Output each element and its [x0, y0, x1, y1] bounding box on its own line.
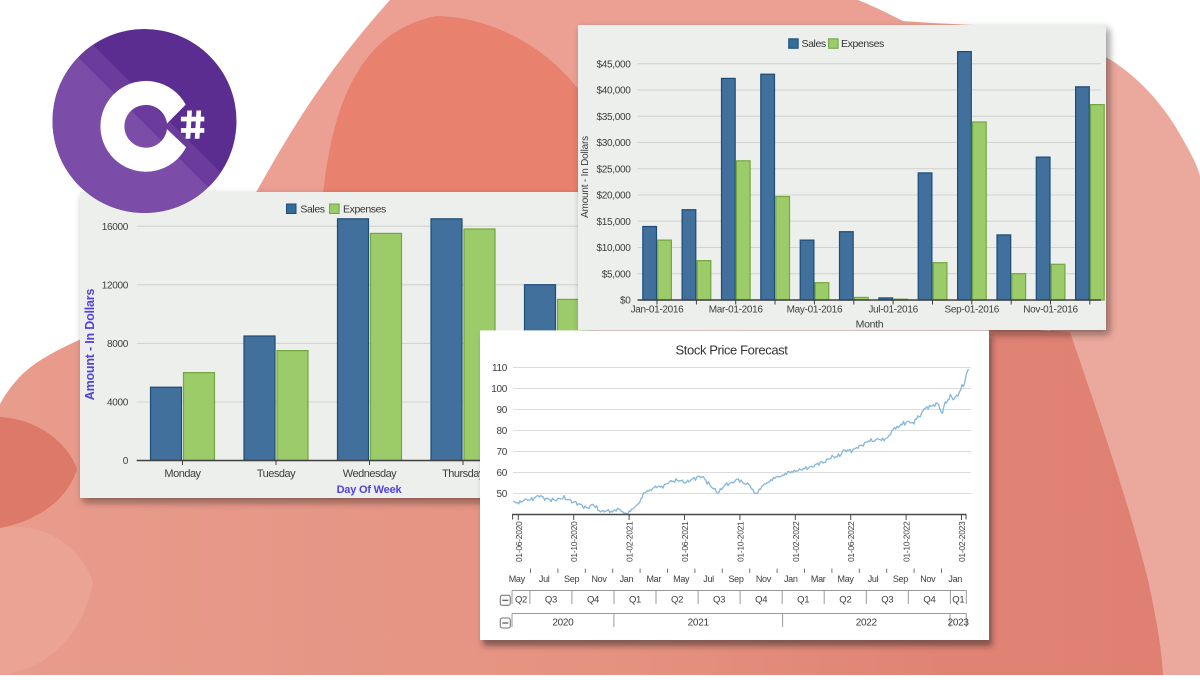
svg-text:Sep-01-2016: Sep-01-2016 [945, 305, 1000, 316]
svg-text:2020: 2020 [552, 618, 574, 629]
svg-text:Month: Month [856, 319, 884, 331]
svg-text:Jul: Jul [539, 574, 550, 584]
svg-text:Sep: Sep [564, 574, 579, 584]
svg-text:01-10-2020: 01-10-2020 [569, 521, 579, 562]
svg-text:May: May [509, 574, 526, 584]
svg-text:$0: $0 [620, 296, 631, 307]
svg-text:Jul: Jul [868, 574, 879, 584]
svg-text:70: 70 [496, 447, 507, 458]
svg-text:$15,000: $15,000 [596, 217, 631, 228]
svg-text:Tuesday: Tuesday [257, 468, 296, 480]
svg-text:Jan-01-2016: Jan-01-2016 [631, 305, 685, 316]
svg-text:Expenses: Expenses [343, 203, 386, 215]
svg-text:01-02-2023: 01-02-2023 [957, 521, 967, 562]
svg-text:May: May [673, 574, 690, 584]
svg-text:Q1: Q1 [797, 595, 809, 606]
svg-text:2021: 2021 [688, 618, 710, 629]
svg-text:Sep: Sep [728, 574, 743, 584]
svg-text:Nov-01-2016: Nov-01-2016 [1023, 305, 1078, 316]
svg-text:Jul: Jul [703, 574, 714, 584]
svg-text:Jul-01-2016: Jul-01-2016 [868, 305, 918, 316]
svg-text:0: 0 [123, 456, 129, 467]
svg-text:Q3: Q3 [713, 595, 725, 606]
svg-text:16000: 16000 [102, 222, 129, 233]
svg-text:Amount - In Dollars: Amount - In Dollars [83, 289, 97, 401]
svg-text:$20,000: $20,000 [596, 191, 631, 202]
svg-text:Day Of Week: Day Of Week [337, 484, 403, 496]
svg-text:Expenses: Expenses [841, 38, 884, 50]
svg-text:Mar: Mar [811, 574, 826, 584]
svg-text:90: 90 [496, 405, 507, 416]
svg-text:Amount - In Dollars: Amount - In Dollars [580, 136, 591, 218]
svg-text:01-06-2021: 01-06-2021 [680, 521, 690, 562]
svg-text:May-01-2016: May-01-2016 [787, 305, 843, 316]
svg-text:Nov: Nov [920, 574, 936, 584]
svg-text:May: May [838, 574, 855, 584]
svg-text:4000: 4000 [107, 398, 129, 409]
svg-text:Jan: Jan [620, 574, 634, 584]
svg-text:Sales: Sales [300, 203, 324, 215]
svg-text:Nov: Nov [756, 574, 772, 584]
svg-text:$30,000: $30,000 [596, 138, 631, 149]
svg-text:Mar-01-2016: Mar-01-2016 [709, 305, 764, 316]
svg-text:Stock Price Forecast: Stock Price Forecast [676, 343, 789, 358]
svg-text:110: 110 [492, 363, 508, 374]
svg-text:Q2: Q2 [839, 595, 851, 606]
svg-text:Sales: Sales [802, 38, 826, 50]
svg-text:Wednesday: Wednesday [343, 468, 397, 480]
svg-text:Q4: Q4 [755, 595, 767, 606]
svg-text:Q3: Q3 [881, 595, 893, 606]
svg-text:Q4: Q4 [587, 595, 599, 606]
svg-text:Q1: Q1 [952, 595, 964, 606]
svg-text:80: 80 [496, 426, 507, 437]
svg-text:8000: 8000 [107, 339, 129, 350]
svg-text:01-10-2021: 01-10-2021 [735, 521, 745, 562]
svg-text:$40,000: $40,000 [596, 86, 631, 97]
svg-text:01-06-2022: 01-06-2022 [846, 521, 856, 562]
svg-text:60: 60 [496, 468, 507, 479]
svg-text:01-02-2022: 01-02-2022 [791, 521, 801, 562]
svg-text:Q4: Q4 [923, 595, 935, 606]
svg-text:Nov: Nov [591, 574, 607, 584]
svg-text:Jan: Jan [948, 574, 962, 584]
svg-text:Monday: Monday [164, 468, 201, 480]
svg-text:100: 100 [491, 384, 508, 395]
svg-text:Jan: Jan [784, 574, 798, 584]
svg-text:50: 50 [496, 489, 507, 500]
svg-text:$35,000: $35,000 [596, 112, 631, 123]
svg-text:2022: 2022 [856, 618, 878, 629]
svg-text:$5,000: $5,000 [602, 269, 632, 280]
svg-text:Q3: Q3 [545, 595, 557, 606]
svg-text:01-06-2020: 01-06-2020 [514, 521, 524, 562]
svg-text:01-10-2022: 01-10-2022 [902, 521, 912, 562]
svg-text:$25,000: $25,000 [596, 164, 631, 175]
svg-text:2023: 2023 [948, 618, 970, 629]
svg-text:Q2: Q2 [515, 595, 527, 606]
svg-text:$45,000: $45,000 [596, 59, 631, 70]
svg-text:Thursday: Thursday [442, 468, 485, 480]
svg-text:$10,000: $10,000 [596, 243, 631, 254]
svg-text:Mar: Mar [646, 574, 661, 584]
svg-text:01-02-2021: 01-02-2021 [625, 521, 635, 562]
svg-text:Q1: Q1 [629, 595, 641, 606]
svg-text:Sep: Sep [893, 574, 908, 584]
svg-text:Q2: Q2 [671, 595, 683, 606]
svg-text:12000: 12000 [102, 280, 129, 291]
